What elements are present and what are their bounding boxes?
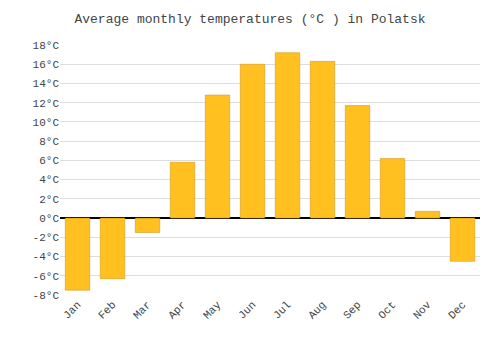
svg-text:Dec: Dec <box>446 299 468 321</box>
svg-text:6°C: 6°C <box>39 155 59 167</box>
svg-text:4°C: 4°C <box>39 174 59 186</box>
svg-text:Sep: Sep <box>341 299 363 321</box>
svg-text:May: May <box>201 299 224 322</box>
svg-text:Oct: Oct <box>376 299 398 321</box>
svg-text:Jul: Jul <box>271 299 293 321</box>
svg-text:14°C: 14°C <box>33 78 60 90</box>
svg-text:16°C: 16°C <box>33 59 60 71</box>
svg-text:-6°C: -6°C <box>33 271 60 283</box>
svg-text:-2°C: -2°C <box>33 232 60 244</box>
svg-text:Jun: Jun <box>236 299 258 321</box>
svg-text:-8°C: -8°C <box>33 290 60 302</box>
svg-text:Jan: Jan <box>61 299 83 321</box>
svg-text:8°C: 8°C <box>39 136 59 148</box>
svg-text:Nov: Nov <box>411 299 434 322</box>
svg-text:2°C: 2°C <box>39 194 59 206</box>
svg-text:12°C: 12°C <box>33 98 60 110</box>
svg-text:Feb: Feb <box>96 299 118 321</box>
svg-text:0°C: 0°C <box>39 213 59 225</box>
svg-text:10°C: 10°C <box>33 117 60 129</box>
svg-text:-4°C: -4°C <box>33 251 60 263</box>
svg-text:Mar: Mar <box>131 299 153 321</box>
svg-text:18°C: 18°C <box>33 40 60 52</box>
svg-text:Apr: Apr <box>166 299 188 321</box>
svg-text:Average monthly temperatures (: Average monthly temperatures (°C ) in Po… <box>74 12 425 27</box>
svg-text:Aug: Aug <box>306 299 328 321</box>
